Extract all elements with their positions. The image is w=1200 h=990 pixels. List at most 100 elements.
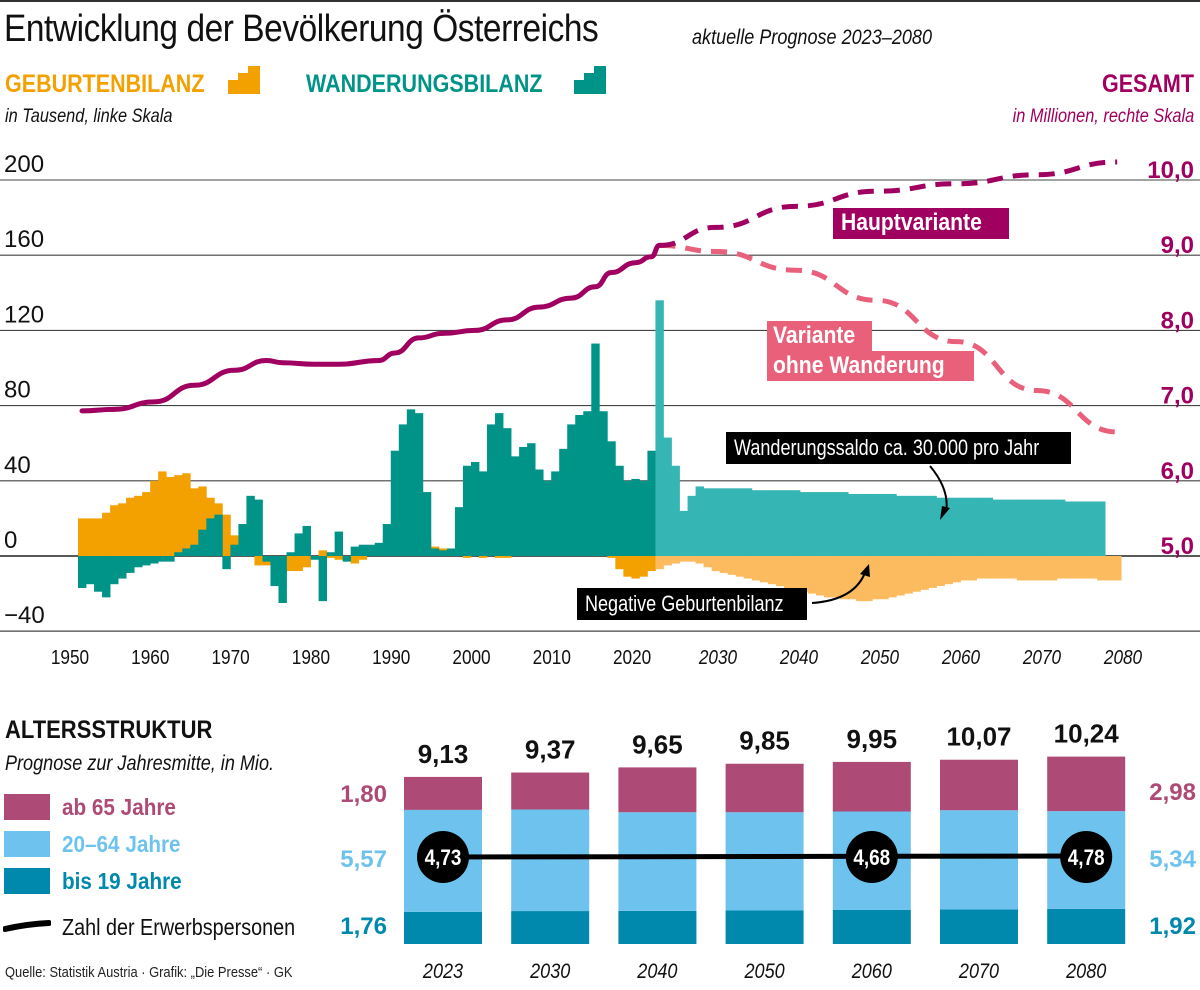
births-bar (78, 518, 87, 556)
age-65plus-segment (832, 761, 911, 812)
migration-bar (623, 480, 632, 556)
migration-bar (832, 492, 841, 556)
births-bar (703, 556, 713, 568)
migration-bar (374, 542, 384, 556)
right-scale-note: in Millionen, rechte Skala (1012, 106, 1194, 127)
age-20-64-segment (618, 812, 697, 911)
migration-bar (302, 525, 311, 556)
migration-bar (1024, 499, 1034, 556)
migration-note-arrowhead (940, 506, 950, 520)
x-axis-tick-label: 2010 (533, 646, 571, 669)
migration-bar (783, 490, 793, 556)
right-65plus-value: 2,98 (1149, 779, 1196, 806)
migration-step-icon (574, 66, 606, 94)
age-year-label: 2030 (529, 960, 570, 984)
age-year-label: 2050 (744, 960, 785, 984)
age-65plus-segment (511, 772, 590, 810)
left-20-64-value: 5,57 (340, 846, 387, 873)
births-step-icon (228, 66, 260, 94)
migration-bar (102, 556, 111, 598)
births-bar (126, 497, 135, 556)
x-axis-tick-label: 1950 (51, 646, 89, 669)
births-bar (647, 556, 656, 572)
migration-bar (294, 533, 303, 556)
x-axis-tick-label: 2020 (613, 646, 651, 669)
migration-bar (856, 493, 865, 556)
age-structure-subtitle: Prognose zur Jahresmitte, in Mio. (5, 752, 275, 775)
migration-bar (230, 544, 239, 556)
migration-bar (238, 524, 247, 556)
migration-bar (719, 488, 729, 556)
migration-bar (880, 493, 889, 556)
migration-bar (78, 556, 87, 588)
births-bar (334, 556, 344, 560)
migration-bar (503, 428, 512, 556)
births-bar (992, 556, 1002, 579)
births-bar (174, 475, 183, 556)
births-bar (503, 556, 512, 558)
left-scale-note: in Tausend, linke Skala (5, 106, 173, 127)
migration-bar (920, 495, 929, 556)
migration-bar (984, 497, 994, 556)
x-axis-tick-label: 1960 (131, 646, 169, 669)
migration-bar (1064, 501, 1074, 556)
migration-bar (567, 424, 576, 556)
main-variant-text: Hauptvariante (841, 209, 982, 236)
births-bar (318, 550, 327, 556)
births-bar (904, 556, 913, 594)
migration-bar (775, 490, 785, 556)
age-under19-segment (725, 910, 804, 944)
migration-bar (158, 556, 167, 562)
age-structure-chart: 4,73 4,68 4,78 9,13 2023 9,37 2030 9,65 2040 9,8… (340, 720, 1196, 984)
x-axis-tick-label: 2070 (1022, 646, 1062, 669)
migration-bar (535, 469, 544, 556)
births-bar (824, 556, 833, 598)
migration-bar (94, 556, 103, 592)
births-bar (639, 556, 648, 577)
workforce-value-label: 4,73 (425, 846, 462, 871)
migration-bar (1032, 499, 1042, 556)
migration-bar (519, 446, 528, 556)
births-bar (872, 556, 881, 600)
births-bar (888, 556, 897, 598)
legend-swatch-65plus (4, 794, 50, 820)
workforce-value-label: 4,78 (1068, 846, 1105, 871)
migration-bar (446, 548, 456, 556)
migration-bar (687, 495, 696, 556)
births-bar (848, 556, 857, 600)
migration-bar (398, 424, 408, 556)
migration-bar (1016, 499, 1026, 556)
migration-bar (254, 499, 263, 556)
migration-bar (679, 510, 688, 556)
births-bar (142, 492, 151, 556)
migration-bar (711, 488, 721, 556)
migration-bar (270, 556, 279, 587)
births-note-arrow (811, 569, 867, 604)
source-credit: Quelle: Statistik Austria · Grafik: „Die… (5, 964, 293, 981)
births-bar (1073, 556, 1082, 579)
migration-bar (872, 493, 881, 556)
births-bar (326, 556, 336, 558)
workforce-marker (1060, 831, 1113, 883)
age-65plus-segment (1047, 756, 1126, 812)
births-note-arrowhead (860, 564, 870, 577)
births-bar (1056, 556, 1066, 579)
births-bar (1089, 556, 1098, 579)
migration-bar (318, 556, 327, 602)
births-bar (182, 473, 191, 556)
migration-bar (142, 556, 151, 566)
migration-bar (438, 550, 448, 556)
age-total-label: 10,07 (946, 722, 1011, 752)
migration-bar (382, 524, 392, 556)
migration-bar (479, 471, 488, 556)
migration-bar (928, 495, 937, 556)
births-bar (479, 556, 488, 558)
right-axis-tick-label: 7,0 (1161, 383, 1194, 410)
migration-bar (816, 492, 825, 556)
age-structure-title: ALTERSSTRUKTUR (5, 716, 213, 744)
total-population-line (79, 242, 662, 414)
migration-bar (840, 492, 849, 556)
migration-bar (824, 492, 833, 556)
migration-bar (174, 552, 183, 556)
migration-bar (888, 493, 897, 556)
